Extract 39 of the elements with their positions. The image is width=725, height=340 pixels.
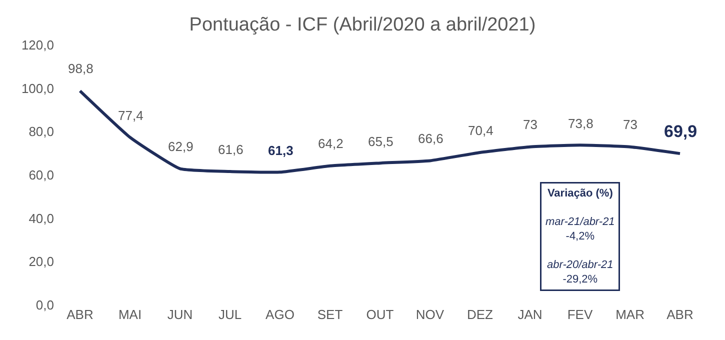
data-label: 62,9 bbox=[168, 139, 194, 154]
data-label: 73,8 bbox=[568, 116, 594, 131]
x-tick-label: ABR bbox=[666, 307, 694, 322]
x-tick-label: ABR bbox=[66, 307, 94, 322]
x-tick-label: NOV bbox=[416, 307, 444, 322]
x-tick-label: JAN bbox=[518, 307, 542, 322]
data-label: 73 bbox=[623, 117, 638, 132]
data-label: 77,4 bbox=[118, 108, 144, 123]
chart-title: Pontuação - ICF (Abril/2020 a abril/2021) bbox=[189, 14, 536, 36]
y-tick-label: 60,0 bbox=[28, 168, 54, 183]
x-tick-label: MAI bbox=[118, 307, 142, 322]
data-label: 69,9 bbox=[664, 122, 698, 141]
data-label: 66,6 bbox=[418, 131, 444, 146]
x-tick-label: OUT bbox=[366, 307, 394, 322]
y-tick-label: 80,0 bbox=[28, 124, 54, 140]
y-tick-label: 20,0 bbox=[28, 254, 54, 270]
y-tick-label: 120,0 bbox=[21, 38, 54, 53]
annotation: abr-20/abr-21 bbox=[547, 259, 614, 271]
y-tick-label: 0,0 bbox=[36, 298, 54, 313]
annotation: -29,2% bbox=[562, 273, 598, 286]
data-label: 64,2 bbox=[318, 136, 344, 151]
data-label: 61,3 bbox=[268, 143, 294, 158]
annotation: Variação (%) bbox=[547, 188, 614, 200]
annotation: -4,2% bbox=[566, 230, 595, 242]
x-tick-label: DEZ bbox=[467, 307, 494, 322]
data-label: 98,8 bbox=[68, 61, 94, 76]
x-tick-label: JUN bbox=[167, 307, 193, 322]
data-label: 61,6 bbox=[218, 142, 244, 157]
x-tick-label: AGO bbox=[266, 307, 294, 322]
x-tick-label: JUL bbox=[218, 307, 242, 322]
y-tick-label: 40,0 bbox=[28, 210, 54, 226]
x-tick-label: SET bbox=[317, 307, 343, 322]
data-label: 73 bbox=[523, 117, 538, 132]
annotation: mar-21/abr-21 bbox=[546, 216, 615, 228]
x-tick-label: MAR bbox=[616, 307, 644, 322]
data-label: 65,5 bbox=[368, 134, 394, 149]
data-label: 70,4 bbox=[468, 123, 494, 138]
y-tick-label: 100,0 bbox=[21, 80, 54, 96]
x-tick-label: FEV bbox=[567, 307, 593, 322]
